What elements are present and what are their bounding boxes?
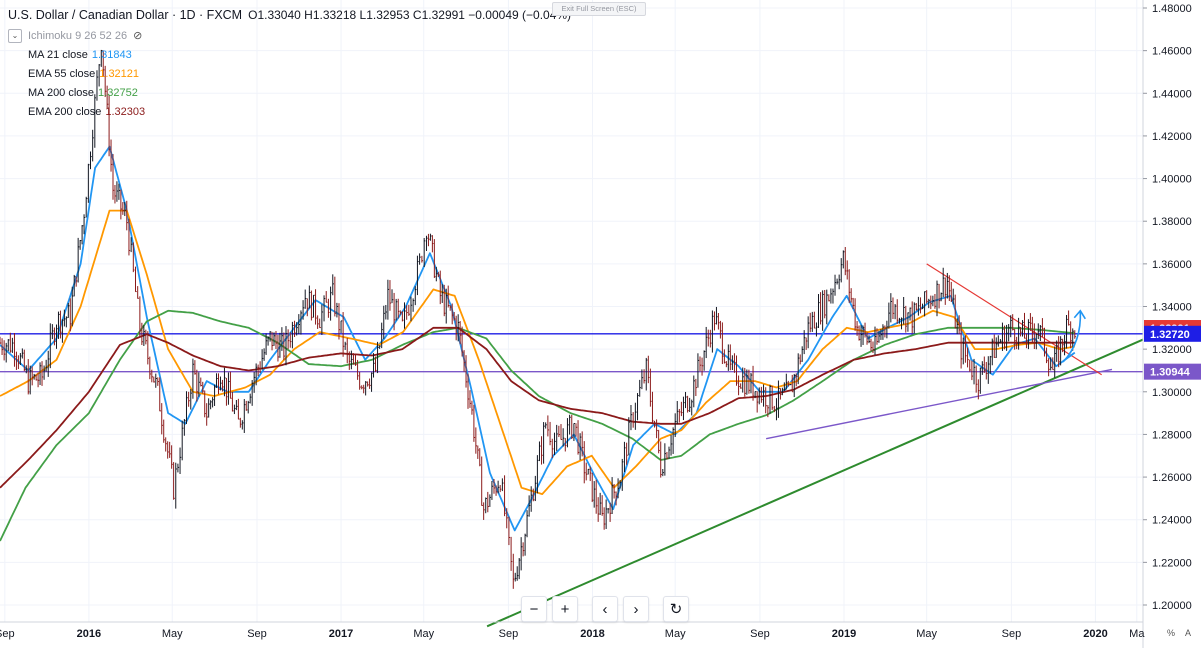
price-tick-label: 1.20000 bbox=[1152, 600, 1192, 612]
price-tick-label: 1.46000 bbox=[1152, 46, 1192, 58]
indicator-label: EMA 55 close bbox=[28, 67, 96, 80]
time-tick-label: Sep bbox=[247, 628, 267, 640]
zoom-in-button[interactable]: + bbox=[552, 596, 578, 622]
time-tick-label: Sep bbox=[1002, 628, 1022, 640]
price-tick-label: 1.30000 bbox=[1152, 387, 1192, 399]
arrow-head bbox=[1073, 309, 1086, 320]
trend-lines[interactable] bbox=[486, 263, 1144, 628]
price-tick-label: 1.40000 bbox=[1152, 174, 1192, 186]
collapse-indicators-button[interactable]: ⌄ bbox=[8, 28, 22, 43]
reset-chart-button[interactable]: ↻ bbox=[663, 596, 689, 622]
trend-line bbox=[486, 338, 1144, 628]
time-tick-label: May bbox=[413, 628, 434, 640]
time-tick-label: May bbox=[916, 628, 937, 640]
price-series bbox=[0, 49, 1076, 589]
time-tick-label: Ma bbox=[1129, 628, 1145, 640]
time-tick-label: 2017 bbox=[329, 628, 353, 640]
percent-scale-button[interactable]: % bbox=[1166, 628, 1175, 638]
indicator-ema200[interactable]: EMA 200 close 1.32303 bbox=[8, 102, 571, 121]
exit-fullscreen-button[interactable]: Exit Full Screen (ESC) bbox=[552, 2, 646, 16]
time-tick-label: 2018 bbox=[580, 628, 604, 640]
indicator-value: 1.31843 bbox=[91, 48, 132, 61]
indicator-value: 1.32752 bbox=[98, 86, 138, 99]
price-axis[interactable]: 1.20000 1.22000 1.24000 1.26000 1.28000 1.300… bbox=[1142, 0, 1192, 648]
annotation-arrows[interactable] bbox=[1062, 309, 1086, 363]
price-tick-label: 1.28000 bbox=[1152, 429, 1192, 441]
time-tick-label: May bbox=[162, 628, 183, 640]
indicator-label: MA 21 close bbox=[28, 48, 88, 61]
ichimoku-label[interactable]: Ichimoku 9 26 52 26 bbox=[28, 29, 128, 42]
time-tick-label: 2019 bbox=[832, 628, 856, 640]
symbol-header: U.S. Dollar / Canadian Dollar · 1D · FXC… bbox=[8, 6, 571, 24]
hidden-eye-icon[interactable]: ⊘ bbox=[133, 30, 143, 42]
price-tick-label: 1.38000 bbox=[1152, 216, 1192, 228]
price-tick-label: 1.34000 bbox=[1152, 302, 1192, 314]
annotation-arrow bbox=[1062, 310, 1082, 363]
price-tick-label: 1.48000 bbox=[1152, 3, 1192, 15]
price-tick-label: 1.32000 bbox=[1152, 344, 1192, 356]
indicator-label: EMA 200 close bbox=[28, 105, 102, 118]
chart-legend: U.S. Dollar / Canadian Dollar · 1D · FXC… bbox=[8, 6, 571, 121]
price-label-text: 1.30944 bbox=[1150, 367, 1191, 379]
horizontal-lines bbox=[0, 333, 1143, 373]
indicator-label: MA 200 close bbox=[28, 86, 95, 99]
time-tick-label: 2016 bbox=[77, 628, 101, 640]
symbol-title[interactable]: U.S. Dollar / Canadian Dollar · 1D · FXC… bbox=[8, 8, 243, 22]
price-tick-label: 1.22000 bbox=[1152, 557, 1192, 569]
scroll-right-button[interactable]: › bbox=[623, 596, 649, 622]
time-tick-label: Sep bbox=[750, 628, 770, 640]
ma-line bbox=[0, 309, 1075, 542]
price-tick-label: 1.44000 bbox=[1152, 88, 1192, 100]
ma-line bbox=[0, 326, 1075, 489]
zoom-out-button[interactable]: − bbox=[521, 596, 547, 622]
auto-scale-button[interactable]: A bbox=[1184, 628, 1191, 638]
time-axis[interactable]: Sep 2016 May Sep 2017 May Sep 2018 May Sep 2019 May… bbox=[0, 621, 1145, 640]
ohlc-values: O1.33040 H1.33218 L1.32953 C1.32991 −0.0… bbox=[248, 8, 572, 22]
chart-navigation: − + ‹ › ↻ bbox=[521, 596, 689, 622]
price-label-text: 1.32720 bbox=[1150, 329, 1190, 341]
time-tick-label: 2020 bbox=[1083, 628, 1107, 640]
time-tick-label: May bbox=[665, 628, 686, 640]
indicator-ma200[interactable]: MA 200 close 1.32752 bbox=[8, 83, 571, 102]
ma-line bbox=[0, 209, 1075, 495]
trend-line bbox=[765, 368, 1113, 440]
indicator-ema55[interactable]: EMA 55 close 1.32121 bbox=[8, 64, 571, 83]
time-tick-label: Sep bbox=[0, 628, 15, 640]
price-label-bg bbox=[1144, 363, 1201, 380]
scroll-left-button[interactable]: ‹ bbox=[592, 596, 618, 622]
price-tick-label: 1.42000 bbox=[1152, 131, 1192, 143]
trend-line bbox=[926, 263, 1102, 376]
indicator-value: 1.32121 bbox=[99, 67, 140, 80]
price-label-bg bbox=[1144, 325, 1201, 342]
indicator-value: 1.32303 bbox=[105, 105, 146, 118]
price-tick-label: 1.36000 bbox=[1152, 259, 1192, 271]
ichimoku-row[interactable]: ⌄ Ichimoku 9 26 52 26 ⊘ bbox=[8, 26, 571, 45]
time-tick-label: Sep bbox=[499, 628, 519, 640]
price-tick-label: 1.24000 bbox=[1152, 515, 1192, 527]
indicator-ma21[interactable]: MA 21 close 1.31843 bbox=[8, 45, 571, 64]
price-tick-label: 1.26000 bbox=[1152, 472, 1192, 484]
